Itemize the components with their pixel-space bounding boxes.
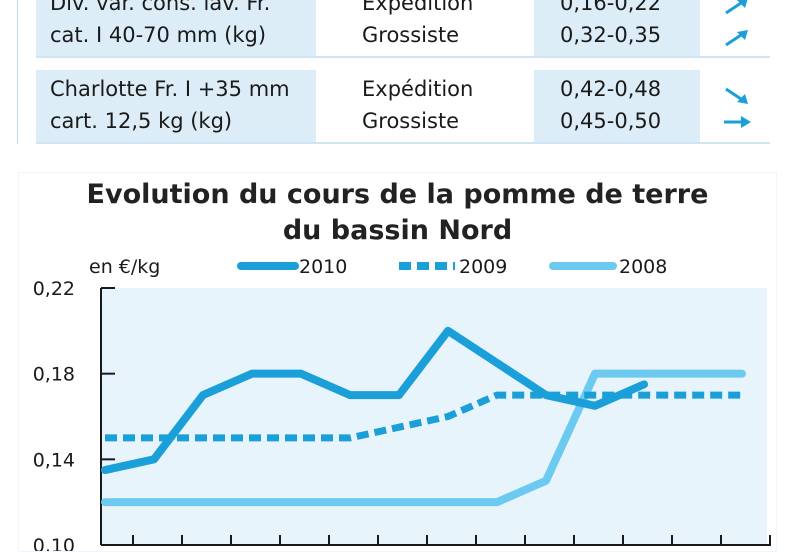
line-chart: 0,10 0,14 0,18 0,22 en €/kg 2010 2009 2008 bbox=[19, 173, 776, 551]
price-table: Div. var. cons. lav. Fr. Expédition 0,16… bbox=[0, 0, 800, 150]
stage-cell: Expédition bbox=[362, 74, 473, 104]
legend-label-2008: 2008 bbox=[619, 256, 667, 278]
group-divider bbox=[36, 56, 770, 58]
y-tick-label: 0,10 bbox=[33, 535, 75, 551]
group-divider bbox=[36, 142, 770, 144]
product-cell: cart. 12,5 kg (kg) bbox=[50, 106, 232, 136]
table-left-rule bbox=[17, 0, 18, 144]
product-cell: cat. I 40-70 mm (kg) bbox=[50, 20, 266, 50]
stage-cell: Grossiste bbox=[362, 20, 459, 50]
y-tick-label: 0,22 bbox=[33, 278, 75, 300]
stage-cell: Expédition bbox=[362, 0, 473, 18]
product-cell: Charlotte Fr. I +35 mm bbox=[50, 74, 290, 104]
price-cell: 0,42-0,48 bbox=[560, 74, 661, 104]
trend-down-icon bbox=[720, 84, 754, 108]
legend-label-2010: 2010 bbox=[299, 256, 347, 278]
price-cell: 0,16-0,22 bbox=[560, 0, 661, 18]
trend-stable-icon bbox=[720, 110, 754, 134]
legend-label-2009: 2009 bbox=[459, 256, 507, 278]
y-tick-label: 0,18 bbox=[33, 364, 75, 386]
stage-cell: Grossiste bbox=[362, 106, 459, 136]
trend-up-icon bbox=[720, 0, 754, 18]
chart-panel: Evolution du cours de la pomme de terre … bbox=[18, 172, 777, 552]
y-axis-label: en €/kg bbox=[89, 256, 160, 278]
product-cell: Div. var. cons. lav. Fr. bbox=[50, 0, 270, 18]
price-cell: 0,45-0,50 bbox=[560, 106, 661, 136]
price-cell: 0,32-0,35 bbox=[560, 20, 661, 50]
trend-up-icon bbox=[720, 26, 754, 50]
y-tick-label: 0,14 bbox=[33, 449, 75, 471]
